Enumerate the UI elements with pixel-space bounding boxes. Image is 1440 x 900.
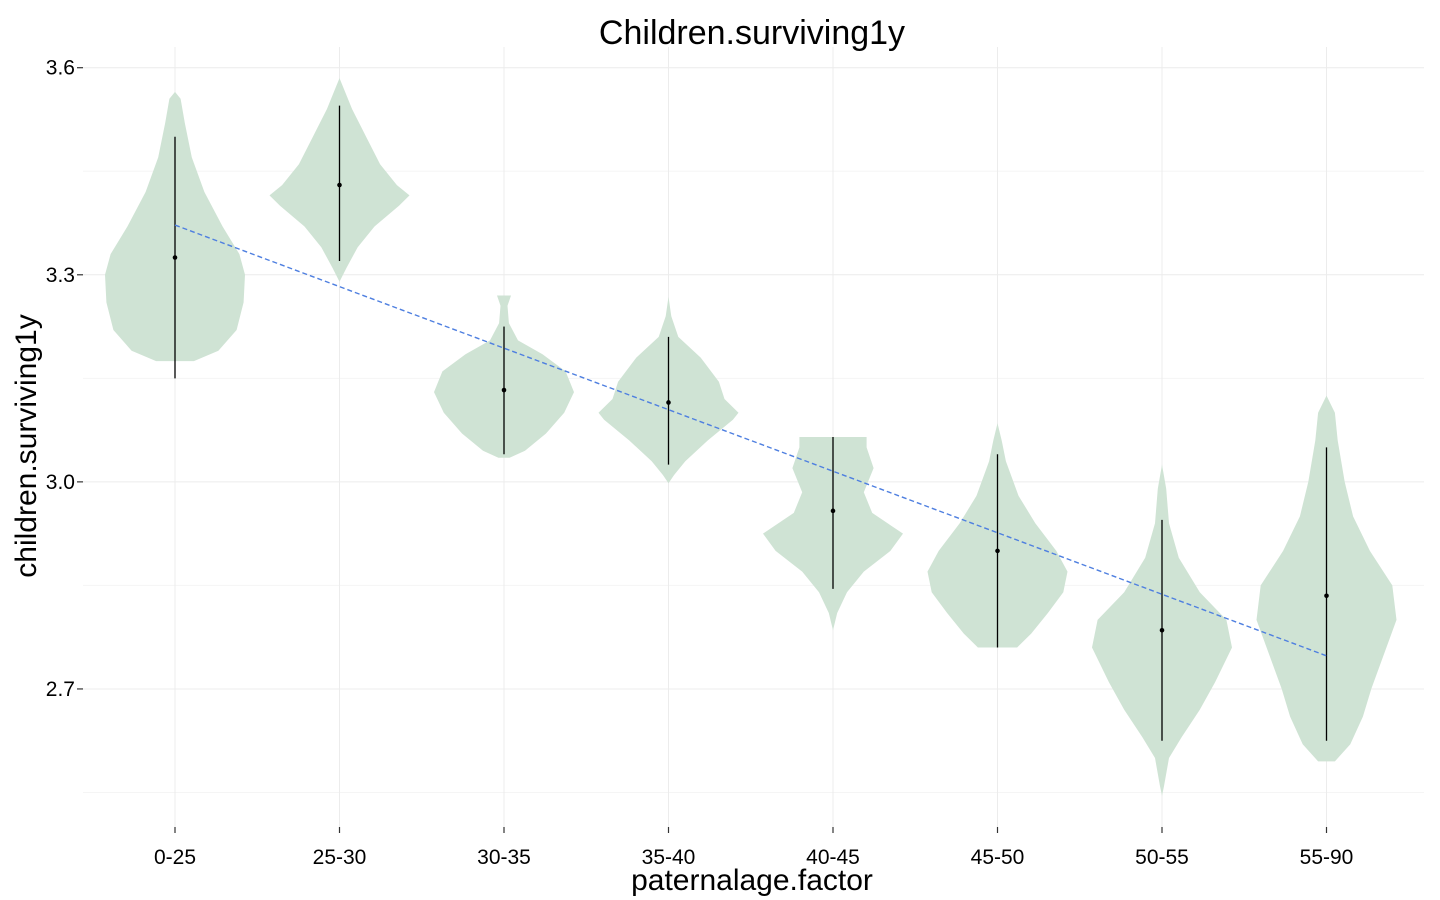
x-tick-label: 40-45 [806,846,860,869]
violin-50-55 [1092,464,1232,796]
violin-0-25 [105,91,245,379]
grid [83,47,1424,827]
violins [105,78,1397,796]
x-tick-label: 35-40 [642,846,696,869]
x-tick-label: 0-25 [154,846,196,869]
chart-title: Children.surviving1y [599,14,905,52]
trend-line-group [174,224,1327,657]
median-point [172,255,178,260]
x-tick-label: 55-90 [1300,846,1354,869]
y-tick-label: 3.0 [46,471,75,494]
median-point [1159,627,1165,633]
y-axis: 2.7 3.0 3.3 3.6 [46,57,83,701]
x-tick-label: 30-35 [477,846,531,869]
median-point [995,548,1000,554]
x-axis: 0-25 25-30 30-35 35-40 40-45 45-50 50-55 55-90 [154,827,1353,869]
violin-30-35 [434,295,574,458]
trend-line [174,224,1327,657]
violin-45-50 [927,423,1068,648]
x-tick-label: 25-30 [313,846,367,869]
violin-40-45 [763,437,903,631]
median-point [501,387,507,393]
x-tick-label: 45-50 [971,846,1025,869]
violin-35-40 [598,296,739,484]
y-tick-label: 2.7 [46,678,75,701]
x-tick-label: 50-55 [1135,846,1189,869]
y-axis-label: children.surviving1y [10,314,43,577]
median-point [337,182,342,188]
violin-55-90 [1256,395,1397,762]
median-point [830,508,836,514]
median-point [666,400,671,405]
violin-25-30 [269,78,410,282]
y-tick-label: 3.3 [46,264,75,287]
y-tick-label: 3.6 [46,57,75,80]
x-axis-label: paternalage.factor [631,864,873,897]
median-point [1324,593,1329,599]
